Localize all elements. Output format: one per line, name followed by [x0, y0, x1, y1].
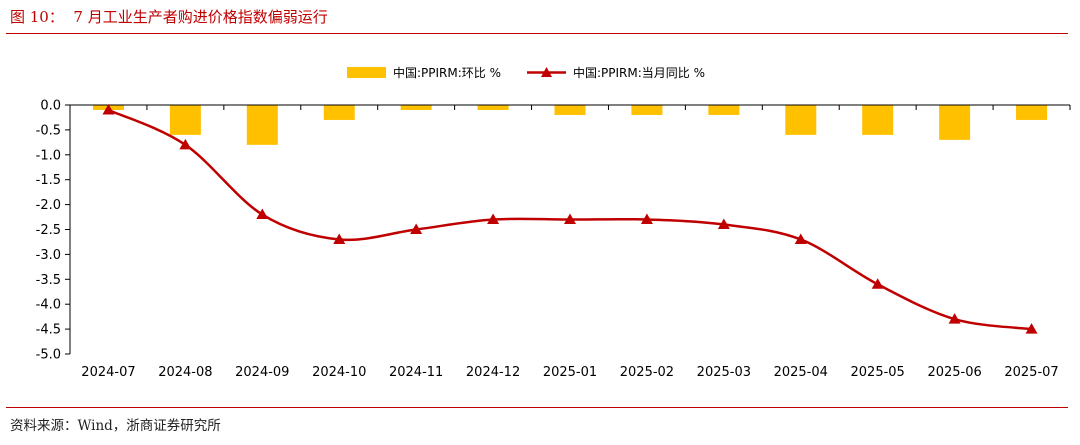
bar-2025-02	[631, 105, 663, 115]
chart: 中国:PPIRM:环比 % 中国:PPIRM:当月同比 % 0.0 -0.5 -1.0…	[36, 65, 1071, 380]
y-tick-label: -4.0	[36, 298, 61, 313]
triangle-marker-2024-07	[102, 103, 115, 115]
legend-triangle-icon	[541, 67, 552, 77]
triangle-marker-2024-09	[256, 208, 269, 220]
y-tick-label: -1.0	[36, 148, 61, 163]
chart-axes: 0.0 -0.5 -1.0 -1.5 -2.0 -2.5 -3.0 -3.5 -4.0 -4.5 -…	[36, 99, 1071, 380]
y-tick-label: -5.0	[36, 348, 61, 363]
y-tick-label: -3.0	[36, 248, 61, 263]
x-tick-label: 2024-09	[235, 365, 289, 380]
x-tick-label: 2025-05	[851, 365, 905, 380]
y-tick-label: -1.5	[36, 173, 61, 188]
bar-2025-03	[708, 105, 740, 115]
x-tick-label: 2024-07	[81, 365, 135, 380]
y-tick-label: 0.0	[40, 99, 61, 114]
bar-2025-01	[554, 105, 586, 115]
triangle-marker-2025-07	[1025, 323, 1038, 334]
bar-2024-08	[169, 105, 201, 135]
source-note: 资料来源：Wind，浙商证券研究所	[10, 418, 221, 434]
y-tick-label: -4.5	[36, 323, 61, 338]
x-tick-label: 2024-12	[466, 365, 520, 380]
triangle-marker-2025-03	[717, 218, 730, 230]
y-tick-label: -0.5	[36, 123, 61, 138]
legend-bar-swatch	[347, 67, 386, 78]
bar-2025-06	[939, 105, 971, 140]
bar-2024-11	[400, 105, 432, 110]
x-tick-label: 2025-06	[927, 365, 981, 380]
triangle-marker-2024-11	[410, 223, 423, 234]
triangle-marker-2024-12	[487, 213, 500, 225]
triangle-marker-2024-10	[333, 233, 346, 244]
triangle-marker-2025-06	[948, 313, 961, 324]
x-tick-label: 2025-03	[697, 365, 751, 380]
x-tick-label: 2024-08	[158, 365, 212, 380]
title-divider	[6, 33, 1068, 34]
bar-2025-04	[785, 105, 817, 135]
line-series	[102, 103, 1038, 334]
figure-title: 图 10： 7 月工业生产者购进价格指数偏弱运行	[10, 8, 328, 26]
bar-2024-10	[323, 105, 355, 120]
triangle-marker-2025-02	[640, 213, 653, 225]
bar-2024-12	[477, 105, 509, 110]
x-tick-label: 2025-02	[620, 365, 674, 380]
chart-legend: 中国:PPIRM:环比 % 中国:PPIRM:当月同比 %	[347, 65, 705, 80]
legend-line-label: 中国:PPIRM:当月同比 %	[573, 65, 705, 80]
legend-bar-label: 中国:PPIRM:环比 %	[393, 65, 501, 80]
bar-2025-05	[862, 105, 894, 135]
triangle-marker-2024-08	[179, 138, 192, 150]
x-tick-label: 2024-11	[389, 365, 443, 380]
x-tick-label: 2025-01	[543, 365, 597, 380]
x-tick-label: 2025-04	[774, 365, 828, 380]
bar-2025-07	[1016, 105, 1048, 120]
y-tick-label: -3.5	[36, 273, 61, 288]
y-tick-label: -2.5	[36, 223, 61, 238]
bar-series	[92, 105, 1048, 145]
source-divider	[6, 407, 1068, 408]
triangle-marker-2025-05	[871, 278, 884, 289]
y-tick-label: -2.0	[36, 198, 61, 213]
x-tick-label: 2025-07	[1004, 365, 1058, 380]
triangle-marker-2025-04	[794, 233, 807, 244]
triangle-marker-2025-01	[564, 213, 576, 225]
x-tick-label: 2024-10	[312, 365, 366, 380]
bar-2024-09	[246, 105, 278, 145]
